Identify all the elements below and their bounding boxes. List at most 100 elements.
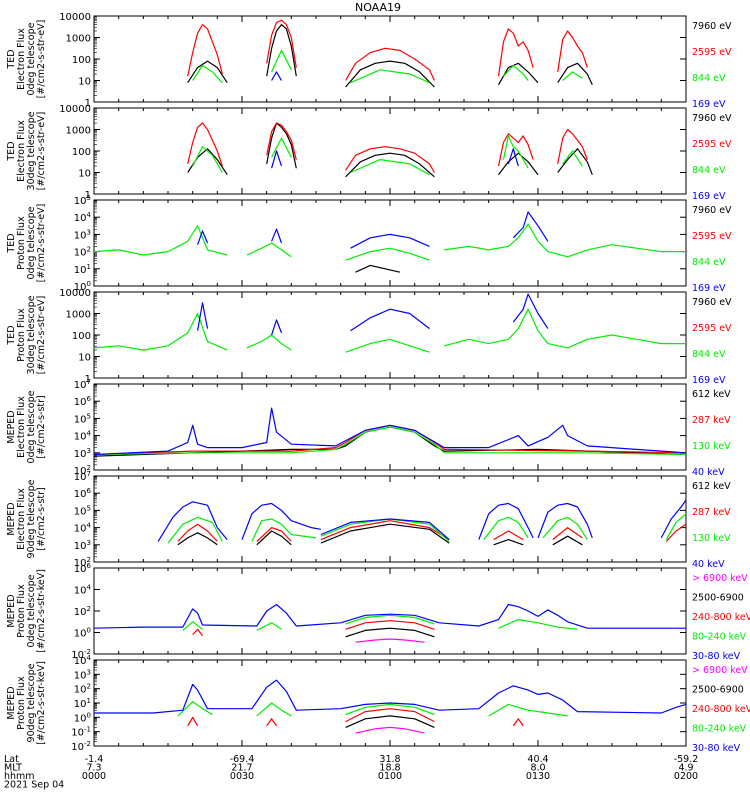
y-tick-label: 104 [74,584,92,597]
series-line-red [497,28,534,77]
series-line-black [187,60,228,84]
y-tick-label: 103 [74,539,91,552]
series-line-blue [93,603,686,629]
series-line-green [182,621,203,631]
y-axis-label-line: [#/cm2-s-str-keV] [36,569,47,653]
series-line-green [271,49,292,73]
legend-entry: > 6900 keV [692,665,748,676]
y-axis-label-line: Electron Flux [16,396,27,458]
series-line-red [552,526,583,541]
series-line-black [320,523,450,544]
legend-entry: 169 eV [692,99,726,110]
series-line-blue [197,302,209,331]
legend-entry: 2500-6900 [692,685,744,696]
y-tick-label: 10 [78,169,91,180]
series-line-green [192,146,223,173]
series-line-black [355,264,401,273]
y-axis-label-line: TED [6,49,17,69]
legend-entry: 844 eV [692,165,726,176]
y-axis-label-line: [#/cm2-s-str-eV] [36,204,47,283]
series-line-blue [350,233,430,249]
bottom-tick-label: 0100 [378,771,402,782]
y-axis-label-line: 90deg telescope [26,663,37,742]
series-line-black [552,535,583,546]
series-line-green [562,71,583,81]
y-axis-label-line: Proton Flux [16,216,27,270]
series-line-red [512,718,524,727]
series-line-blue [350,308,430,332]
legend-entry: 2595 eV [692,323,732,334]
series-line-blue [271,150,283,169]
y-tick-label: 1000 [66,126,91,137]
series-line-green [93,225,228,256]
series-line-magenta [355,638,425,643]
y-tick-label: 102 [74,464,91,477]
y-axis-label-line: 0deg telescope [26,574,37,647]
series-line-green [498,618,578,630]
series-line-green [256,702,292,717]
legend-entry: 130 keV [692,441,731,452]
series-line-blue [507,148,519,167]
legend-entry: 287 keV [692,415,731,426]
panel-2-frame [93,107,687,195]
y-axis-label-line: 30deg telescope [26,295,37,374]
legend-entry: 612 keV [692,481,731,492]
y-tick-label: 10-2 [71,740,91,753]
legend-entry: 7960 eV [692,205,732,216]
series-line-black [497,62,539,86]
y-tick-label: 10000 [59,288,91,299]
legend-entry: 40 keV [692,559,725,570]
y-tick-label: 105 [74,412,91,425]
series-line-black [557,148,593,175]
legend-entry: 2595 eV [692,231,732,242]
series-line-green [256,622,282,631]
legend-entry: 30-80 keV [692,651,741,662]
series-line-black [498,152,539,176]
y-tick-label: 100 [74,711,91,724]
series-line-green [271,137,292,158]
legend-entry: 287 keV [692,507,731,518]
legend-entry: 169 eV [692,283,726,294]
series-line-green [251,518,317,542]
y-tick-label: 100 [74,280,91,293]
y-tick-label: 1000 [66,310,91,321]
series-line-green [503,64,529,81]
series-line-blue [271,228,283,244]
y-tick-label: 100 [72,331,91,342]
y-tick-label: 101 [74,697,91,710]
legend-entry: > 6900 keV [692,573,748,584]
y-axis-label-line: TED [6,233,17,253]
y-tick-label: 105 [74,194,91,207]
series-line-black [345,152,435,178]
series-line-green [444,223,686,258]
legend-entry: 2595 eV [692,139,732,150]
y-tick-label: 106 [74,395,92,408]
series-line-red [320,520,450,541]
y-axis-label-line: [#/cm2-s-str-keV] [36,661,47,745]
series-line-red [345,47,435,81]
bottom-tick-label: 8.0 [530,763,545,774]
series-line-green [502,135,529,169]
y-tick-label: 102 [74,605,91,618]
series-line-red [266,122,297,160]
series-line-green [93,312,228,351]
legend-entry: 130 keV [692,533,731,544]
bottom-tick-label: 0130 [526,771,550,782]
y-axis-label-line: [#/cm2-s-str] [36,395,47,458]
series-line-red [93,424,687,456]
y-tick-label: 105 [74,504,91,517]
y-axis-label-line: [#/cm2-s-str-eV] [36,112,47,191]
series-line-blue [660,499,687,539]
series-line-red [187,24,223,77]
series-line-green [562,150,583,167]
y-axis-label-line: MEPED [6,594,17,627]
legend-entry: 30-80 keV [692,743,741,754]
panel-1-frame [93,15,687,103]
panel-4-frame [93,291,687,379]
y-axis-label-line: MEPED [6,686,17,719]
series-line-green [345,703,435,716]
series-line-blue [271,71,283,81]
legend-entry: 7960 eV [692,297,732,308]
y-axis-label-line: TED [6,141,17,161]
